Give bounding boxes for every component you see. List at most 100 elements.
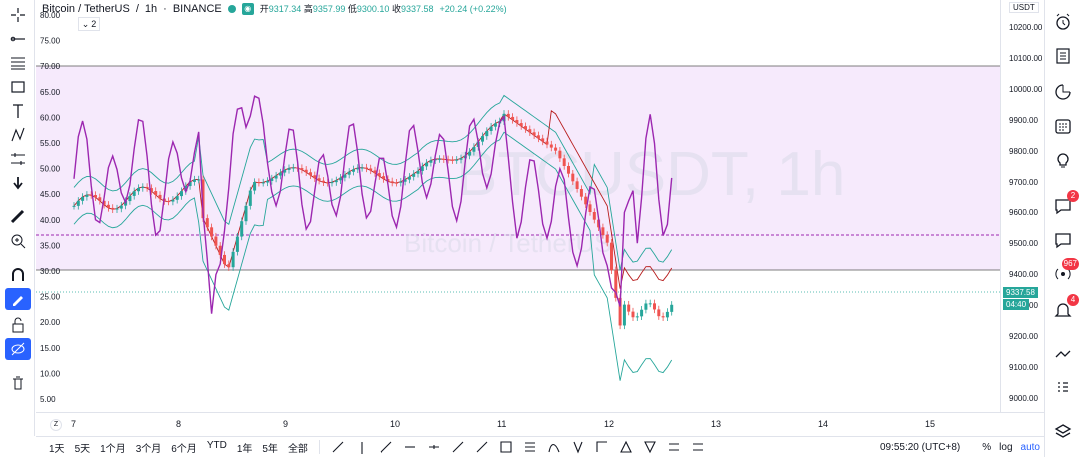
messages-icon[interactable] bbox=[1051, 228, 1075, 252]
rectangle-icon[interactable] bbox=[5, 76, 31, 98]
studies-toggle-button[interactable]: ⌄ 2 bbox=[78, 17, 100, 31]
candle-body bbox=[592, 212, 596, 220]
countdown-label: 04:40 bbox=[1003, 299, 1030, 310]
candle-body bbox=[72, 205, 76, 207]
time-label: 12 bbox=[604, 419, 615, 429]
currency-label[interactable]: USDT bbox=[1009, 2, 1039, 13]
notifications-bell-icon[interactable]: 4 bbox=[1051, 294, 1079, 322]
triangle-tool-icon[interactable] bbox=[614, 438, 638, 456]
prediction-icon[interactable] bbox=[5, 148, 31, 170]
candle-body bbox=[420, 166, 424, 171]
chart-pane[interactable]: BTCUSDT, 1h Bitcoin / TetherUS 80.00 75.0… bbox=[36, 0, 1000, 412]
candle-body bbox=[532, 132, 536, 136]
ideas-lightbulb-icon[interactable] bbox=[1051, 148, 1075, 172]
candle-body bbox=[339, 177, 343, 181]
pattern-icon[interactable] bbox=[5, 124, 31, 146]
hide-drawings-icon[interactable] bbox=[5, 338, 31, 360]
clock-display[interactable]: 09:55:20 (UTC+8) bbox=[879, 442, 961, 453]
extended-line-tool-icon[interactable] bbox=[470, 438, 494, 456]
candle-body bbox=[192, 179, 196, 182]
crosshair-icon[interactable] bbox=[5, 4, 31, 26]
time-label: 9 bbox=[283, 419, 289, 429]
candle-body bbox=[352, 169, 355, 172]
order-panel-icon[interactable] bbox=[1051, 342, 1075, 366]
price-tick: 10000.00 bbox=[1009, 84, 1043, 94]
candle-body bbox=[313, 175, 317, 179]
candle-body bbox=[485, 131, 489, 137]
candle-body bbox=[128, 195, 132, 202]
candle-body bbox=[231, 251, 235, 268]
left-scale-tick: 30.00 bbox=[40, 267, 61, 276]
ruler-icon[interactable] bbox=[5, 206, 31, 228]
brush-tool-icon[interactable] bbox=[326, 438, 350, 456]
symbol-name[interactable]: Bitcoin / TetherUS bbox=[42, 2, 130, 15]
range-button[interactable]: 1个月 bbox=[100, 443, 126, 455]
calendar-icon[interactable] bbox=[1051, 114, 1075, 138]
percent-toggle[interactable]: % bbox=[982, 442, 992, 453]
trendline-icon[interactable] bbox=[5, 28, 31, 50]
text-icon[interactable] bbox=[5, 100, 31, 122]
short-position-tool-icon[interactable] bbox=[662, 438, 686, 456]
candle-body bbox=[364, 167, 368, 169]
parallel-channel-tool-icon[interactable] bbox=[518, 438, 542, 456]
timezone-z-button[interactable]: Z bbox=[50, 419, 62, 431]
ray-tool-icon[interactable] bbox=[446, 438, 470, 456]
candle-body bbox=[119, 205, 123, 209]
range-button[interactable]: 1年 bbox=[236, 443, 253, 455]
price-scale[interactable]: USDT 10200.00 10100.00 10000.00 9900.00 9800… bbox=[1000, 0, 1044, 412]
price-tick: 9200.00 bbox=[1009, 332, 1038, 341]
chat-icon[interactable]: 2 bbox=[1051, 190, 1079, 218]
candle-body bbox=[519, 123, 523, 127]
candle-body bbox=[610, 242, 613, 271]
candle-body bbox=[283, 169, 287, 173]
alarm-clock-icon[interactable] bbox=[1051, 10, 1075, 34]
history-icon[interactable] bbox=[1051, 80, 1075, 104]
long-position-tool-icon[interactable] bbox=[638, 438, 662, 456]
auto-toggle[interactable]: auto bbox=[1020, 442, 1040, 453]
candle-body bbox=[468, 151, 472, 156]
candle-body bbox=[76, 200, 80, 206]
symbol-legend[interactable]: Bitcoin / TetherUS / 1h · BINANCE ◉ 开931… bbox=[42, 2, 507, 15]
visibility-icon[interactable]: ◉ bbox=[241, 2, 254, 15]
date-range-tool-icon[interactable] bbox=[686, 438, 710, 456]
candle-body bbox=[635, 316, 639, 318]
vertical-line-tool-icon[interactable] bbox=[350, 438, 374, 456]
range-button[interactable]: 全部 bbox=[287, 443, 308, 455]
notifications-badge: 4 bbox=[1067, 294, 1079, 306]
range-button[interactable]: 1天 bbox=[49, 443, 65, 455]
candle-body bbox=[201, 179, 205, 219]
left-drawing-toolbar bbox=[0, 0, 35, 436]
candle-body bbox=[648, 303, 652, 305]
stay-in-drawing-mode-icon[interactable] bbox=[5, 288, 31, 310]
rectangle-tool-icon[interactable] bbox=[494, 438, 518, 456]
streams-icon[interactable]: 967 bbox=[1051, 258, 1079, 286]
candle-body bbox=[506, 113, 510, 117]
candle-body bbox=[541, 138, 545, 142]
time-label: 10 bbox=[390, 419, 401, 429]
trash-icon[interactable] bbox=[5, 372, 31, 394]
log-toggle[interactable]: log bbox=[999, 442, 1013, 453]
range-button[interactable]: 5年 bbox=[262, 443, 278, 455]
layers-icon[interactable] bbox=[1051, 420, 1075, 444]
dom-icon[interactable] bbox=[1051, 376, 1075, 400]
zoom-in-icon[interactable] bbox=[5, 230, 31, 252]
trend-line-tool-icon[interactable] bbox=[374, 438, 398, 456]
range-button[interactable]: 6个月 bbox=[171, 443, 197, 455]
magnet-icon[interactable] bbox=[5, 264, 31, 286]
pitchfork-tool-icon[interactable] bbox=[566, 438, 590, 456]
lock-icon[interactable] bbox=[5, 314, 31, 336]
horizontal-line-tool-icon[interactable] bbox=[398, 438, 422, 456]
path-tool-icon[interactable] bbox=[590, 438, 614, 456]
range-button[interactable]: 3个月 bbox=[135, 443, 162, 455]
range-button[interactable]: 5天 bbox=[74, 443, 91, 455]
candle-body bbox=[403, 179, 407, 182]
curve-tool-icon[interactable] bbox=[542, 438, 566, 456]
arrow-down-icon[interactable] bbox=[5, 172, 31, 194]
watchlist-icon[interactable] bbox=[1051, 44, 1075, 68]
cross-line-tool-icon[interactable] bbox=[422, 438, 446, 456]
candle-body bbox=[197, 179, 201, 181]
fib-retracement-icon[interactable] bbox=[5, 52, 31, 74]
range-button[interactable]: YTD bbox=[206, 439, 227, 451]
price-chart[interactable]: BTCUSDT, 1h Bitcoin / TetherUS 80.00 75.0… bbox=[36, 0, 1000, 412]
